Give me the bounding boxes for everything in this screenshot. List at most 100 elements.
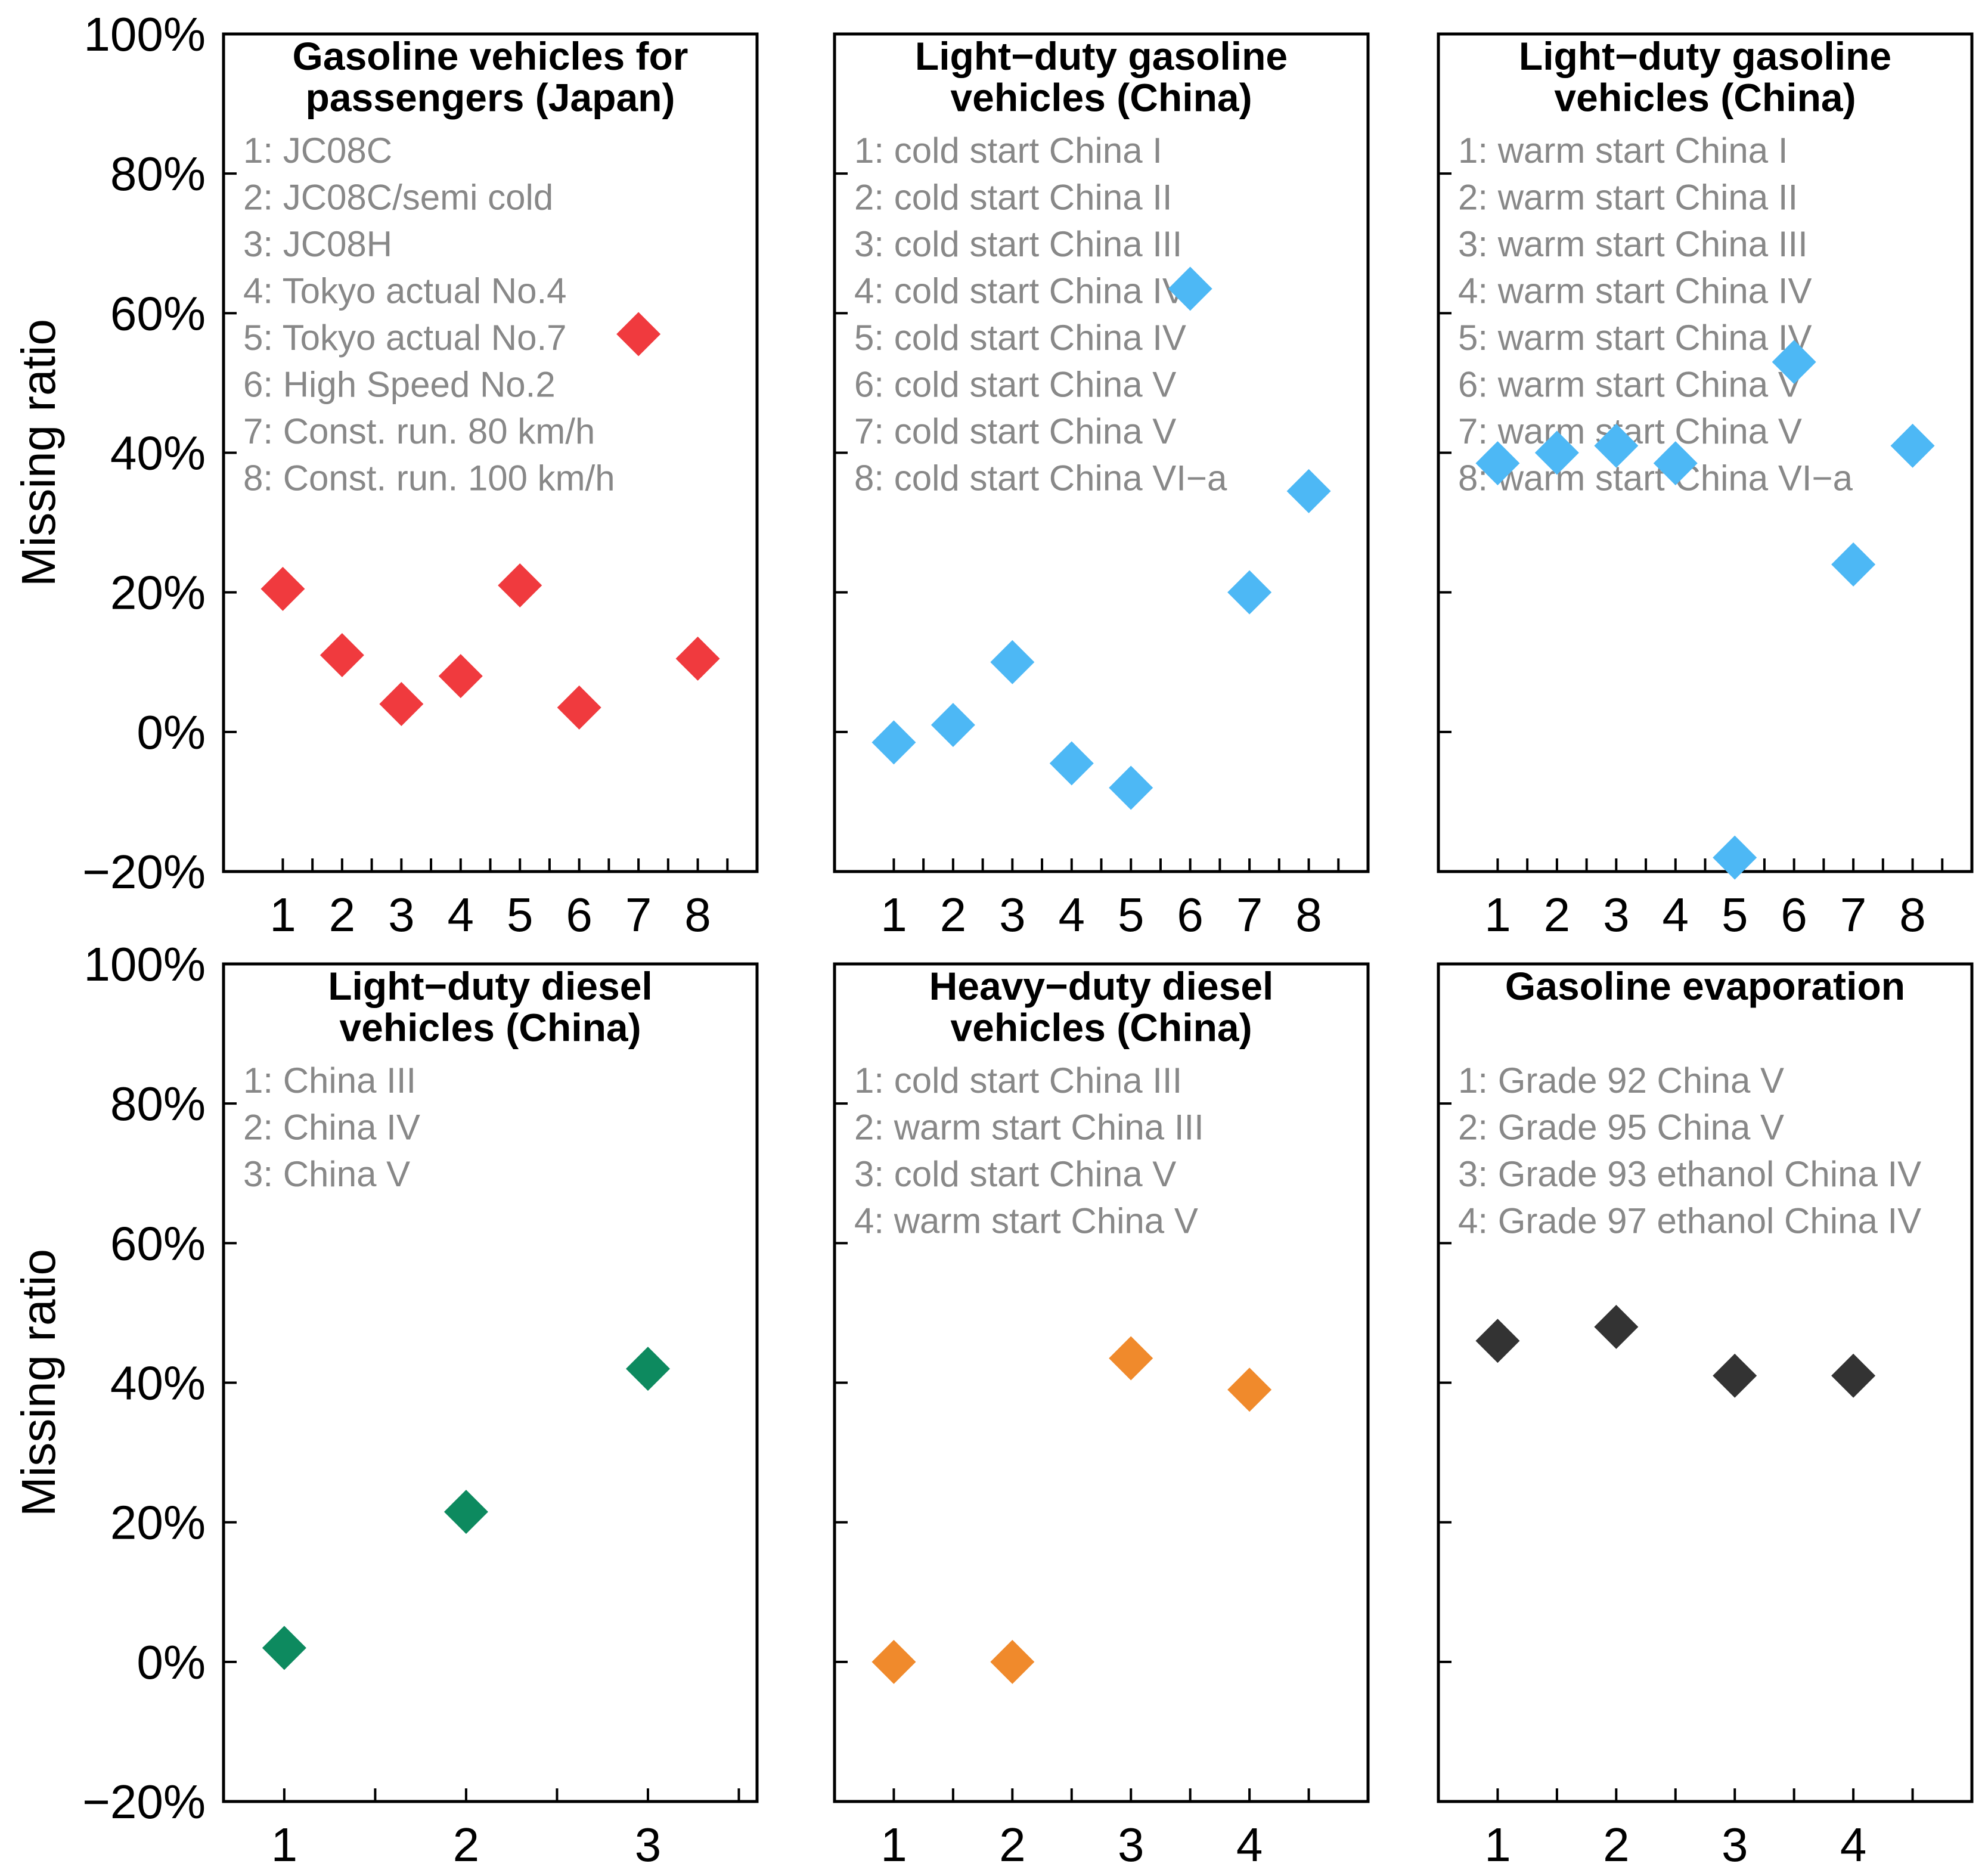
data-point: [1890, 423, 1935, 468]
x-tick-label: 3: [1603, 888, 1630, 941]
legend-entry: 2: JC08C/semi cold: [243, 178, 553, 218]
data-point: [262, 1626, 306, 1670]
legend-entry: 1: Grade 92 China V: [1458, 1061, 1784, 1100]
panel-title: Light−duty gasoline: [915, 34, 1288, 78]
x-tick-label: 7: [1840, 888, 1867, 941]
x-tick-label: 8: [1295, 888, 1322, 941]
x-tick-label: 7: [625, 888, 652, 941]
y-tick-label: −20%: [82, 845, 206, 898]
data-point: [1168, 266, 1212, 311]
data-point: [443, 1490, 488, 1534]
data-point: [438, 654, 483, 699]
x-tick-label: 5: [507, 888, 534, 941]
data-point: [1049, 741, 1094, 786]
legend-entry: 2: cold start China II: [854, 178, 1173, 218]
panel-title: Light−duty diesel: [328, 964, 653, 1008]
legend-entry: 8: Const. run. 100 km/h: [243, 458, 615, 498]
legend-entry: 5: Tokyo actual No.7: [243, 318, 567, 358]
legend-entry: 6: High Speed No.2: [243, 365, 556, 405]
x-tick-label: 6: [1781, 888, 1807, 941]
legend-entry: 5: warm start China IV: [1458, 318, 1812, 358]
x-tick-label: 1: [1484, 888, 1511, 941]
y-tick-label: 80%: [110, 1077, 206, 1130]
x-tick-label: 5: [1118, 888, 1145, 941]
legend-entry: 2: warm start China III: [854, 1108, 1204, 1148]
legend-entry: 3: JC08H: [243, 224, 392, 264]
x-tick-label: 3: [635, 1818, 662, 1871]
legend-entry: 2: Grade 95 China V: [1458, 1108, 1784, 1148]
panel-title: Heavy−duty diesel: [929, 964, 1274, 1008]
y-tick-label: 100%: [83, 938, 206, 991]
data-point: [498, 563, 542, 607]
panel-title: vehicles (China): [339, 1005, 641, 1049]
data-point: [675, 636, 720, 681]
data-point: [1831, 542, 1876, 587]
x-tick-label: 2: [329, 888, 356, 941]
legend-entry: 3: Grade 93 ethanol China IV: [1458, 1154, 1921, 1194]
data-point: [1534, 430, 1579, 475]
y-axis-label: Missing ratio: [12, 319, 65, 587]
x-tick-label: 4: [448, 888, 474, 941]
panel-title: vehicles (China): [950, 1005, 1252, 1049]
chart-panel: 1 2 3 4 Gasoline evaporation 1: Grade 92 Chin…: [1437, 962, 1974, 1871]
legend-entry: 2: warm start China II: [1458, 178, 1798, 218]
y-tick-label: 0%: [137, 1636, 206, 1689]
panel-title: Light−duty gasoline: [1519, 34, 1891, 78]
x-tick-label: 2: [1544, 888, 1571, 941]
x-tick-label: 5: [1722, 888, 1748, 941]
x-tick-label: 1: [1484, 1818, 1511, 1871]
data-point: [1594, 1304, 1639, 1349]
x-tick-label: 4: [1059, 888, 1085, 941]
data-point: [1227, 570, 1272, 615]
legend-entry: 4: warm start China V: [854, 1201, 1198, 1241]
data-point: [1286, 469, 1331, 513]
data-point: [1831, 1353, 1876, 1398]
y-tick-label: −20%: [82, 1775, 206, 1828]
legend-entry: 4: warm start China IV: [1458, 271, 1812, 311]
data-point: [320, 633, 364, 678]
legend-entry: 5: cold start China IV: [854, 318, 1186, 358]
data-point: [1109, 1336, 1153, 1381]
chart-panel: 100% 80% 60% 40% 20% 0% −20% 1 2 3 Missing ratio Li…: [12, 938, 759, 1871]
legend-entry: 3: China V: [243, 1154, 410, 1194]
y-tick-label: 60%: [110, 1217, 206, 1270]
x-tick-label: 2: [999, 1818, 1026, 1871]
legend-entry: 3: cold start China V: [854, 1154, 1176, 1194]
x-tick-label: 3: [1118, 1818, 1145, 1871]
legend-entry: 7: cold start China V: [854, 411, 1176, 451]
data-point: [871, 720, 916, 765]
panel-title: passengers (Japan): [306, 75, 675, 119]
y-tick-label: 60%: [110, 287, 206, 340]
legend-entry: 2: China IV: [243, 1108, 420, 1148]
data-point: [1772, 340, 1816, 384]
x-tick-label: 3: [388, 888, 415, 941]
y-tick-label: 40%: [110, 427, 206, 480]
x-tick-label: 4: [1663, 888, 1689, 941]
x-tick-label: 2: [453, 1818, 480, 1871]
data-point: [1653, 441, 1698, 486]
data-point: [1594, 423, 1639, 468]
legend-entry: 4: cold start China IV: [854, 271, 1186, 311]
x-tick-label: 4: [1236, 1818, 1263, 1871]
data-point: [1475, 441, 1520, 486]
x-tick-label: 1: [269, 888, 296, 941]
y-tick-label: 80%: [110, 147, 206, 200]
legend-entry: 8: cold start China VI−a: [854, 458, 1227, 498]
data-point: [871, 1639, 916, 1684]
data-point: [990, 1639, 1035, 1684]
y-tick-label: 20%: [110, 1496, 206, 1549]
data-point: [557, 685, 601, 730]
x-tick-label: 1: [880, 888, 907, 941]
y-tick-label: 40%: [110, 1357, 206, 1410]
x-tick-label: 3: [1722, 1818, 1748, 1871]
x-tick-label: 7: [1236, 888, 1263, 941]
legend-entry: 6: cold start China V: [854, 365, 1176, 405]
legend-entry: 1: warm start China I: [1458, 131, 1788, 170]
y-tick-label: 20%: [110, 566, 206, 619]
data-point: [1109, 765, 1153, 810]
x-tick-label: 6: [566, 888, 593, 941]
x-tick-label: 2: [940, 888, 967, 941]
data-point: [616, 312, 661, 356]
legend-entry: 1: JC08C: [243, 131, 392, 170]
